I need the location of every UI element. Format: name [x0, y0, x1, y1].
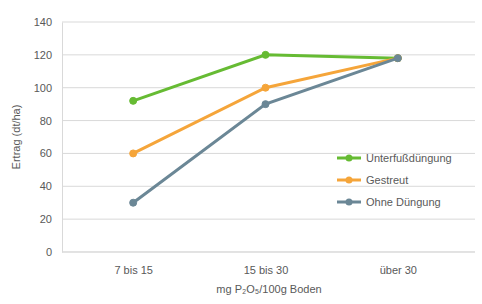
- y-tick-label: 120: [34, 49, 52, 61]
- chart: 0 20 40 60 80 100 120 140 7 bis 15 15 bis 30 über …: [0, 0, 482, 304]
- y-tick: 80: [40, 115, 62, 127]
- y-tick: 40: [40, 180, 62, 192]
- legend-item: Gestreut: [337, 174, 408, 186]
- x-tick-label: 7 bis 15: [114, 264, 153, 276]
- x-tick-label: 15 bis 30: [244, 264, 289, 276]
- x-tick: 7 bis 15: [114, 264, 153, 276]
- legend-marker: [346, 155, 353, 162]
- series-marker: [130, 97, 137, 104]
- y-tick: 60: [40, 147, 62, 159]
- legend-item: Unterfußdüngung: [337, 152, 452, 164]
- series-marker: [262, 101, 269, 108]
- series-marker: [394, 55, 401, 62]
- y-tick-label: 20: [40, 213, 52, 225]
- grid-line: [62, 186, 475, 187]
- series-marker: [130, 150, 137, 157]
- y-tick-label: 0: [46, 246, 52, 258]
- y-tick: 120: [34, 49, 62, 61]
- legend-item: Ohne Düngung: [337, 196, 441, 208]
- y-tick-label: 140: [34, 16, 52, 28]
- y-tick-label: 60: [40, 147, 52, 159]
- grid: [62, 22, 475, 252]
- x-tick-label: über 30: [380, 264, 417, 276]
- grid-line: [62, 219, 475, 220]
- y-tick-label: 40: [40, 180, 52, 192]
- y-tick: 100: [34, 82, 62, 94]
- legend-label: Gestreut: [366, 174, 408, 186]
- series-marker: [130, 199, 137, 206]
- y-tick-label: 100: [34, 82, 52, 94]
- series-marker: [262, 51, 269, 58]
- legend-marker: [346, 199, 353, 206]
- x-tick: 15 bis 30: [244, 264, 289, 276]
- y-tick-label: 80: [40, 115, 52, 127]
- grid-line: [62, 22, 475, 23]
- series-marker: [394, 55, 401, 62]
- y-axis: 0 20 40 60 80 100 120 140: [34, 16, 63, 258]
- x-tick: über 30: [380, 264, 417, 276]
- legend-marker: [346, 177, 353, 184]
- x-axis-line: [62, 252, 475, 253]
- x-axis: 7 bis 15 15 bis 30 über 30: [62, 252, 475, 276]
- y-tick: 20: [40, 213, 62, 225]
- series-marker: [394, 55, 401, 62]
- plot-area: [130, 51, 402, 206]
- legend: Unterfußdüngung Gestreut Ohne Düngung: [337, 152, 452, 208]
- series-line: [133, 55, 398, 101]
- y-tick: 140: [34, 16, 62, 28]
- series-line: [133, 58, 398, 203]
- x-axis-title: mg P₂O₅/100g Boden: [216, 283, 321, 295]
- legend-label: Ohne Düngung: [366, 196, 441, 208]
- grid-line: [62, 120, 475, 121]
- series-marker: [262, 84, 269, 91]
- y-tick: 0: [46, 246, 62, 258]
- y-axis-line: [62, 23, 63, 253]
- y-axis-title: Ertrag (dt/ha): [10, 105, 22, 170]
- grid-line: [62, 252, 475, 253]
- legend-label: Unterfußdüngung: [366, 152, 452, 164]
